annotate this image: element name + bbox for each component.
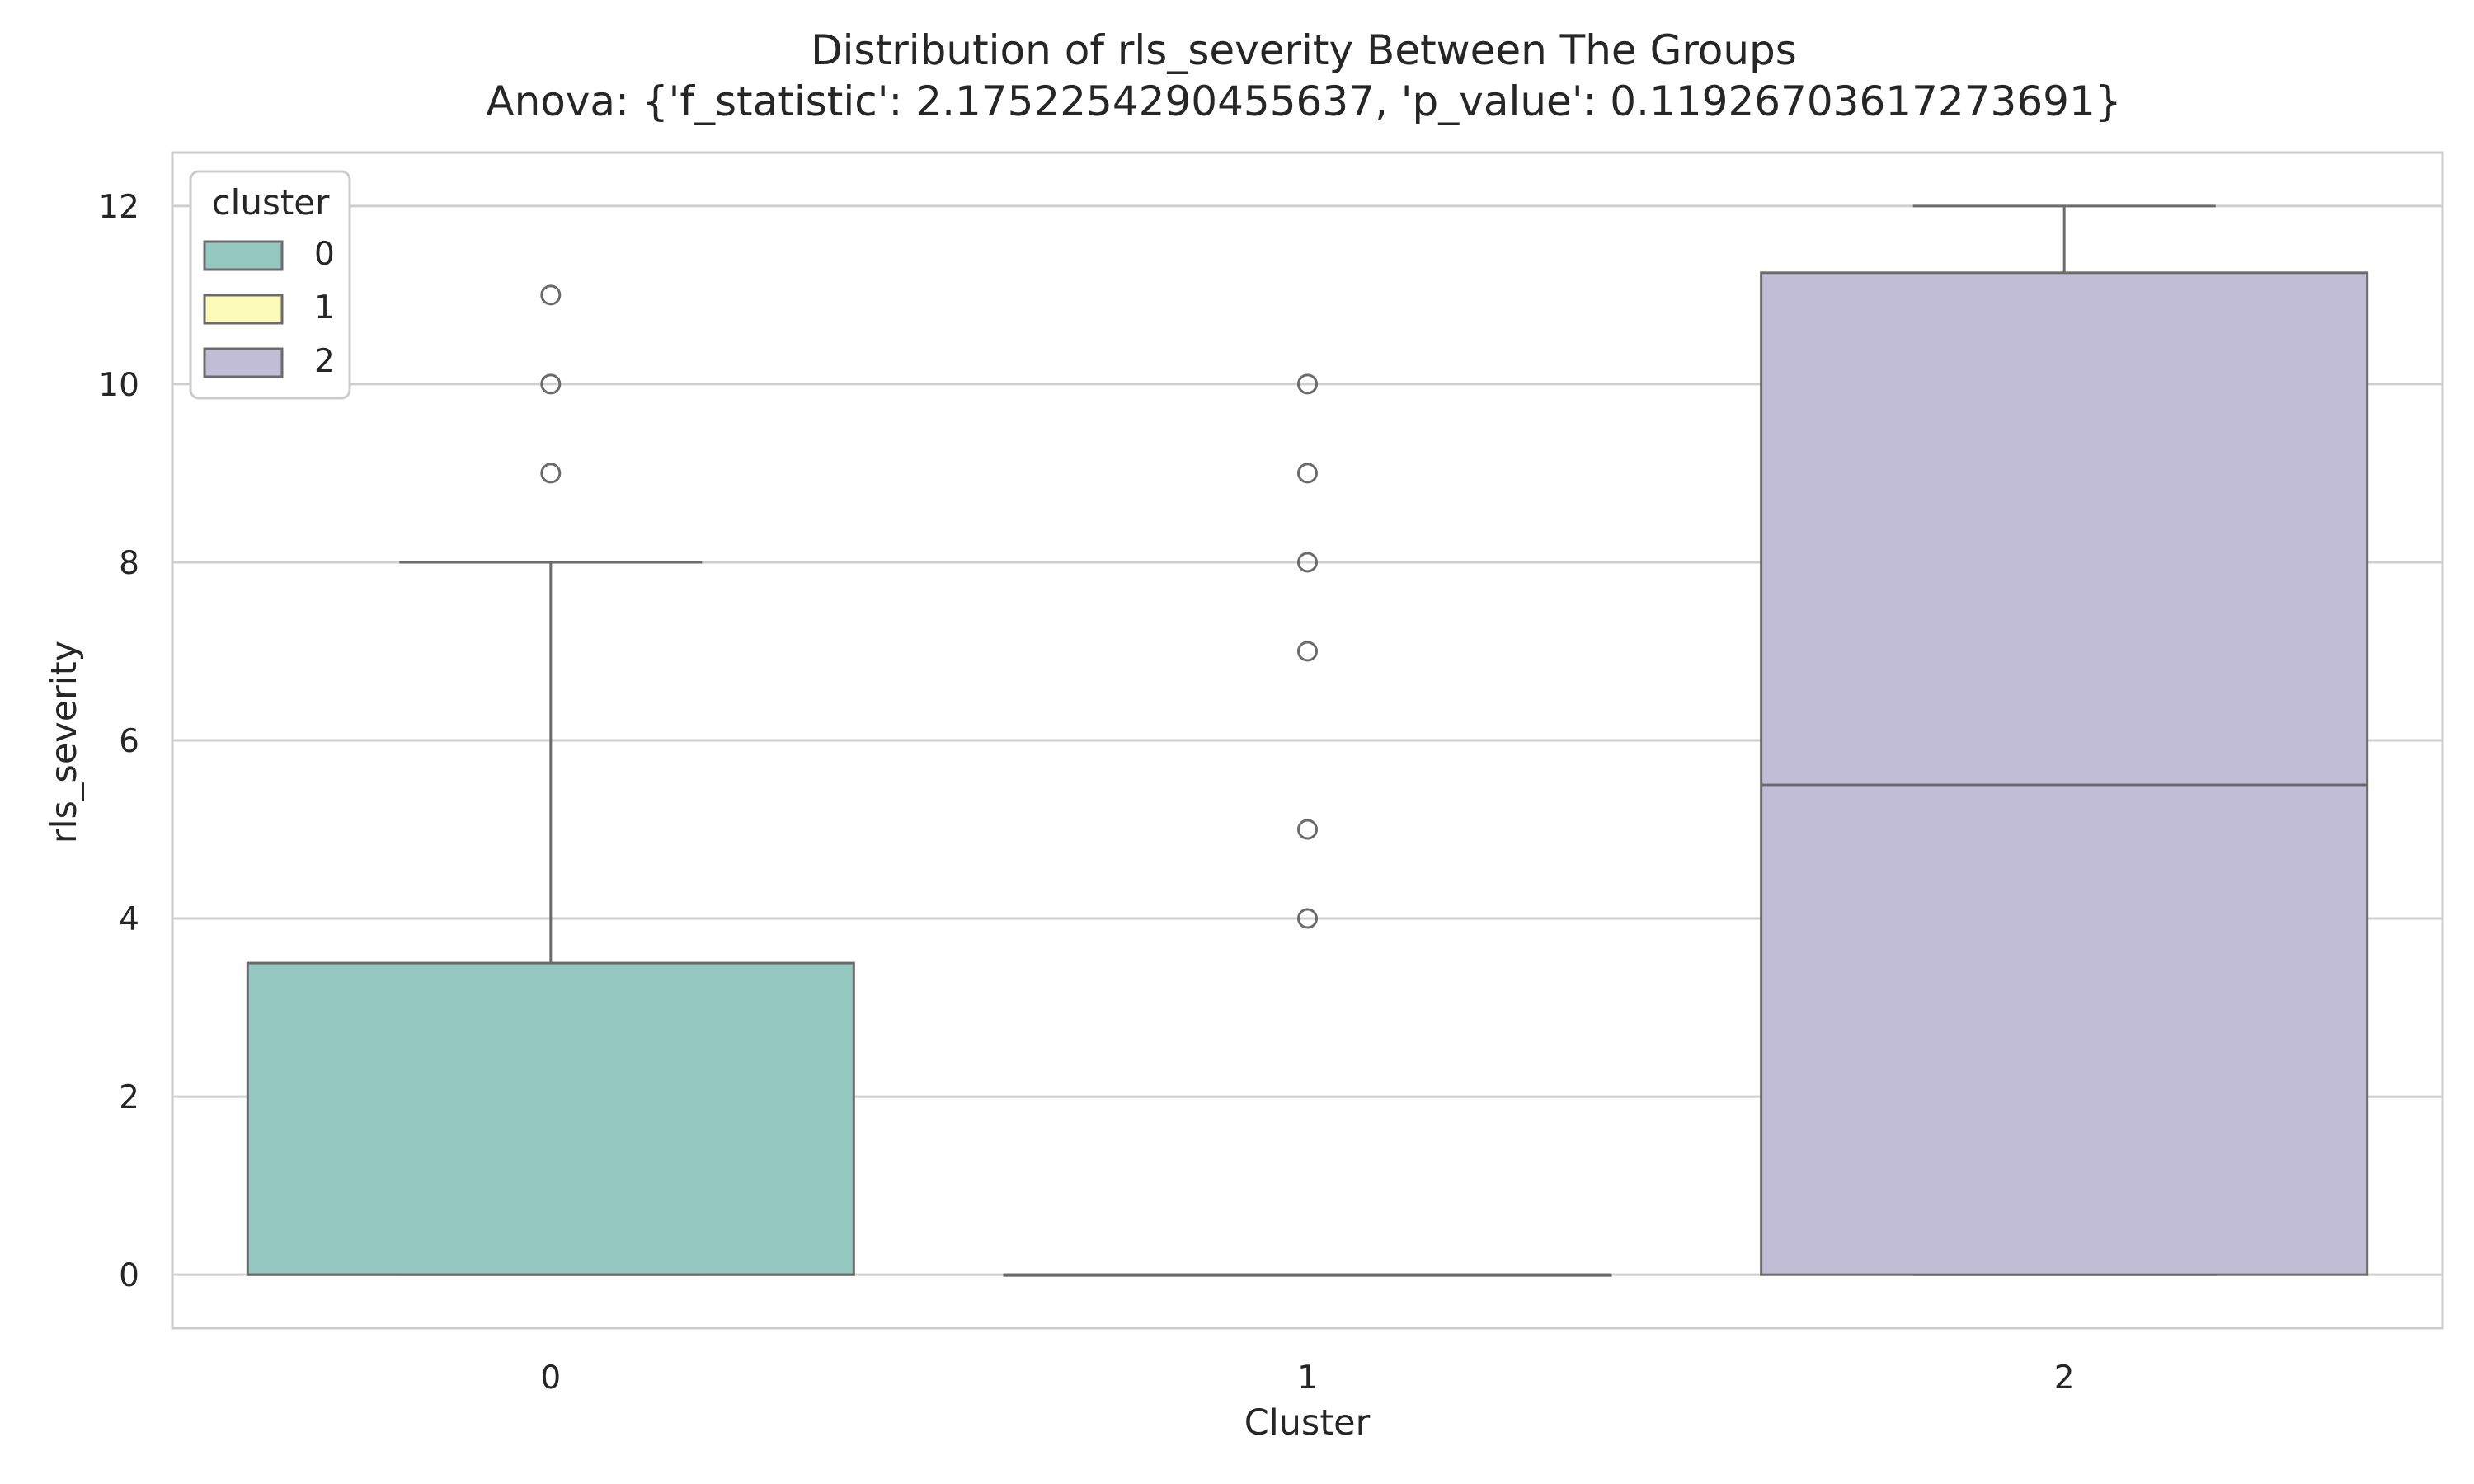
legend: cluster 0 1 2 bbox=[189, 170, 351, 400]
y-tick-label-8: 8 bbox=[119, 545, 139, 582]
chart-title: Distribution of rls_severity Between The… bbox=[811, 26, 1797, 74]
outlier-point-cluster-1-3 bbox=[1297, 552, 1318, 573]
box-cluster-2 bbox=[1760, 271, 2369, 1276]
y-axis-ticks: 0 2 4 6 8 10 12 bbox=[98, 189, 139, 1294]
y-tick-label-12: 12 bbox=[98, 189, 139, 226]
y-tick-label-2: 2 bbox=[119, 1079, 139, 1116]
legend-title: cluster bbox=[212, 182, 331, 223]
legend-label-1: 1 bbox=[314, 289, 335, 326]
legend-swatch-2 bbox=[203, 347, 284, 378]
x-axis-label: Cluster bbox=[1244, 1402, 1371, 1444]
y-axis-label: rls_severity bbox=[44, 641, 85, 843]
y-tick-label-4: 4 bbox=[119, 901, 139, 938]
legend-swatch-1 bbox=[203, 294, 284, 325]
box-series bbox=[246, 204, 2369, 1277]
outlier-point-cluster-0-0 bbox=[540, 463, 562, 484]
outlier-point-cluster-1-4 bbox=[1297, 463, 1318, 484]
x-tick-label-2: 2 bbox=[2054, 1360, 2075, 1397]
outlier-point-cluster-1-2 bbox=[1297, 641, 1318, 662]
y-tick-label-10: 10 bbox=[98, 367, 139, 404]
box-cluster-0 bbox=[246, 961, 855, 1276]
x-tick-label-1: 1 bbox=[1297, 1360, 1318, 1397]
legend-entries: 0 1 2 bbox=[203, 236, 335, 380]
legend-label-0: 0 bbox=[314, 236, 335, 273]
outlier-point-cluster-1-1 bbox=[1297, 819, 1318, 840]
y-tick-label-0: 0 bbox=[119, 1257, 139, 1294]
legend-swatch-0 bbox=[203, 240, 284, 271]
x-tick-label-0: 0 bbox=[540, 1360, 561, 1397]
outlier-points bbox=[540, 284, 1318, 929]
outlier-point-cluster-0-2 bbox=[540, 284, 562, 306]
outlier-point-cluster-1-5 bbox=[1297, 373, 1318, 395]
legend-label-2: 2 bbox=[314, 343, 335, 380]
outlier-point-cluster-1-0 bbox=[1297, 908, 1318, 929]
legend-box bbox=[189, 170, 351, 400]
x-axis-ticks: 0 1 2 bbox=[540, 1360, 2074, 1397]
chart-subtitle: Anova: {'f_statistic': 2.175225429045563… bbox=[486, 77, 2121, 125]
y-tick-label-6: 6 bbox=[119, 723, 139, 760]
outlier-point-cluster-0-1 bbox=[540, 373, 562, 395]
